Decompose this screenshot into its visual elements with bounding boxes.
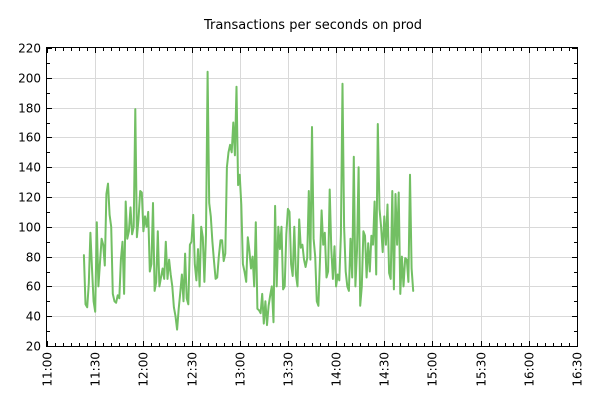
plot-frame — [46, 47, 578, 347]
x-axis-tick-labels: 11:00 11:30 12:00 12:30 13:00 13:30 14:00 14:30… — [41, 352, 585, 387]
series-line-0 — [82, 70, 415, 331]
y-tick-label: 80 — [26, 251, 41, 265]
x-tick-label: 14:30 — [378, 352, 392, 387]
axis-ticks — [47, 48, 578, 347]
y-tick-label: 200 — [18, 72, 41, 86]
y-tick-label: 60 — [26, 280, 41, 294]
y-axis-tick-labels: 20 40 60 80 100 120 140 160 180 200 220 — [18, 42, 41, 354]
x-tick-label: 16:00 — [523, 352, 537, 387]
x-tick-label: 11:00 — [41, 352, 55, 387]
x-tick-label: 16:30 — [571, 352, 585, 387]
x-tick-label: 15:30 — [475, 352, 489, 387]
y-tick-label: 100 — [18, 221, 41, 235]
x-tick-label: 11:30 — [89, 352, 103, 387]
x-tick-label: 12:30 — [186, 352, 200, 387]
x-tick-label: 14:00 — [330, 352, 344, 387]
y-tick-label: 20 — [26, 340, 41, 354]
y-tick-label: 160 — [18, 131, 41, 145]
y-tick-label: 40 — [26, 310, 41, 324]
series-lines — [82, 70, 415, 331]
y-tick-label: 120 — [18, 191, 41, 205]
x-tick-label: 13:00 — [234, 352, 248, 387]
y-tick-label: 180 — [18, 102, 41, 116]
x-tick-label: 12:00 — [137, 352, 151, 387]
y-tick-label: 220 — [18, 42, 41, 56]
x-tick-label: 15:00 — [426, 352, 440, 387]
x-tick-label: 13:30 — [282, 352, 296, 387]
y-tick-label: 140 — [18, 161, 41, 175]
chart-title: Transactions per seconds on prod — [203, 18, 422, 33]
